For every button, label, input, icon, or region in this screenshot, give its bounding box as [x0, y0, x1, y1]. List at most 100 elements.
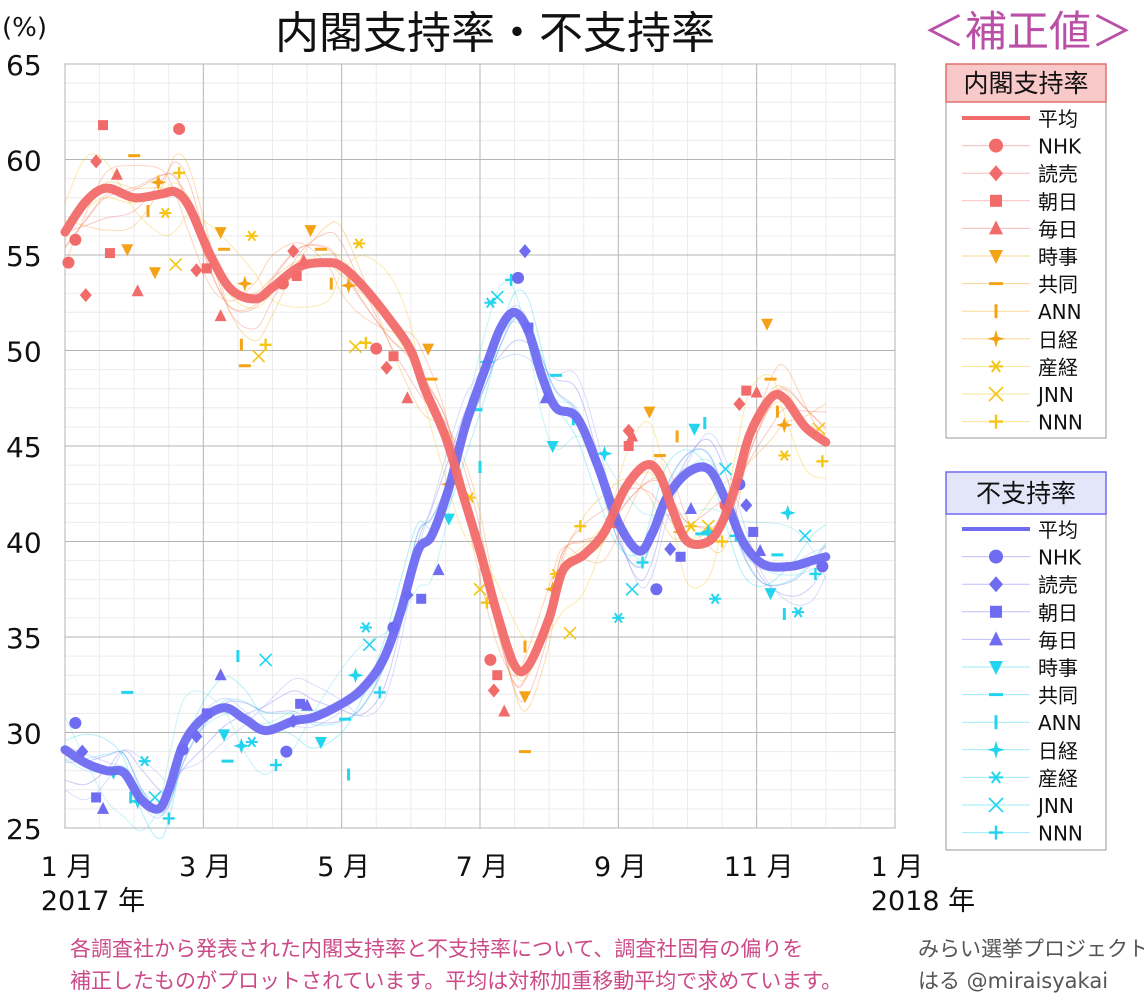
- approval-data-point: [252, 349, 266, 363]
- disapproval-data-point: [664, 542, 677, 557]
- credit-line-1: みらい選挙プロジェクト: [918, 937, 1144, 961]
- disapproval-data-point: [740, 498, 753, 513]
- y-tick-label: 30: [6, 718, 42, 751]
- approval-data-point: [473, 582, 487, 596]
- disapproval-average-line: [60, 307, 831, 814]
- approval-legend-marker: [989, 414, 1003, 429]
- disapproval-data-point: [280, 745, 293, 758]
- approval-data-point: [352, 238, 365, 249]
- disapproval-legend-label: 毎日: [1038, 628, 1078, 652]
- y-tick-label: 55: [6, 240, 42, 273]
- approval-legend-marker: [990, 194, 1002, 207]
- approval-legend-marker: [989, 360, 1003, 373]
- approval-data-point: [79, 288, 92, 303]
- approval-data-point: [214, 309, 227, 322]
- approval-data-point: [69, 233, 82, 246]
- disapproval-legend-marker: [990, 605, 1002, 618]
- approval-data-point: [259, 338, 272, 351]
- disapproval-data-point: [359, 622, 372, 633]
- approval-data-point: [340, 277, 357, 294]
- disapproval-data-point: [518, 244, 531, 259]
- approval-data-point: [90, 154, 103, 169]
- approval-legend-marker: [989, 250, 1003, 264]
- disapproval-data-point: [490, 290, 504, 304]
- approval-data-point: [291, 271, 302, 282]
- approval-data-point: [287, 244, 300, 259]
- disapproval-data-point: [416, 593, 427, 604]
- y-tick-label: 35: [6, 622, 42, 655]
- disapproval-legend-marker: [989, 576, 1003, 593]
- x-year-label: 2018 年: [871, 886, 975, 917]
- approval-data-point: [173, 122, 186, 135]
- approval-data-point: [716, 535, 729, 548]
- approval-data-point: [778, 450, 791, 461]
- corrected-value-tag: ＜補正値＞: [923, 7, 1133, 56]
- approval-data-point: [110, 167, 123, 180]
- disapproval-data-point: [596, 445, 613, 462]
- approval-legend-label: 時事: [1038, 245, 1078, 269]
- disapproval-pollster-line: [64, 339, 827, 795]
- disapproval-data-point: [792, 606, 805, 618]
- disapproval-data-point: [650, 583, 663, 596]
- approval-data-point: [304, 225, 317, 238]
- disapproval-data-point: [816, 560, 829, 573]
- disapproval-data-point: [91, 792, 102, 803]
- disapproval-data-point: [700, 523, 717, 540]
- approval-legend-marker: [988, 386, 1004, 402]
- disapproval-data-point: [301, 698, 314, 711]
- average-lines: [60, 183, 831, 814]
- disapproval-legend-label: 時事: [1038, 656, 1078, 680]
- disapproval-pollster-line: [64, 353, 827, 801]
- approval-data-point: [623, 441, 634, 451]
- disapproval-data-point: [546, 441, 559, 453]
- approval-legend-label: ANN: [1038, 300, 1082, 324]
- disapproval-data-point: [684, 502, 697, 515]
- disapproval-legend-label: 朝日: [1038, 601, 1078, 625]
- disapproval-legend-marker: [989, 825, 1003, 840]
- disapproval-legend-label: 平均: [1038, 518, 1078, 542]
- disapproval-data-point: [636, 556, 649, 569]
- disapproval-legend-label: JNN: [1036, 794, 1074, 818]
- footnote-line-2: 補正したものがプロットされています。平均は対称加重移動平均で求めています。: [70, 969, 842, 993]
- disapproval-data-point: [218, 729, 231, 742]
- approval-data-point: [643, 406, 656, 419]
- disapproval-data-point: [295, 698, 306, 709]
- y-tick-label: 40: [6, 527, 42, 560]
- approval-data-point: [169, 257, 183, 272]
- approval-data-point: [750, 385, 763, 398]
- approval-data-point: [388, 351, 399, 362]
- disapproval-data-point: [484, 297, 497, 309]
- x-tick-label: 9 月: [594, 852, 647, 883]
- approval-legend-label: NNN: [1038, 411, 1083, 435]
- approval-data-point: [150, 174, 167, 191]
- approval-data-point: [148, 267, 161, 280]
- disapproval-legend-label: NHK: [1038, 546, 1082, 570]
- approval-legend-marker: [987, 329, 1005, 348]
- approval-data-point: [380, 360, 393, 375]
- approval-data-point: [574, 520, 587, 533]
- legend-approval-header: 内閣支持率: [963, 69, 1088, 98]
- approval-legend-label: 産経: [1038, 355, 1078, 379]
- disapproval-data-point: [754, 544, 767, 557]
- approval-data-point: [626, 429, 639, 442]
- disapproval-data-point: [675, 551, 686, 562]
- approval-data-point: [173, 166, 186, 179]
- approval-data-point: [741, 385, 752, 396]
- y-tick-label: 50: [6, 336, 42, 369]
- approval-data-point: [733, 396, 746, 411]
- approval-data-point: [518, 691, 531, 704]
- disapproval-legend-marker: [989, 771, 1003, 784]
- approval-data-point: [236, 275, 253, 292]
- disapproval-data-point: [69, 716, 82, 729]
- x-year-label: 2017 年: [41, 886, 145, 917]
- approval-data-point: [104, 248, 115, 259]
- disapproval-data-point: [373, 686, 386, 699]
- disapproval-data-point: [233, 737, 250, 754]
- disapproval-legend-marker: [987, 740, 1005, 759]
- disapproval-data-point: [269, 758, 282, 771]
- approval-data-point: [98, 120, 109, 131]
- approval-legend-label: 朝日: [1038, 190, 1078, 214]
- disapproval-legend-label: 産経: [1038, 766, 1078, 790]
- approval-data-point: [401, 391, 414, 404]
